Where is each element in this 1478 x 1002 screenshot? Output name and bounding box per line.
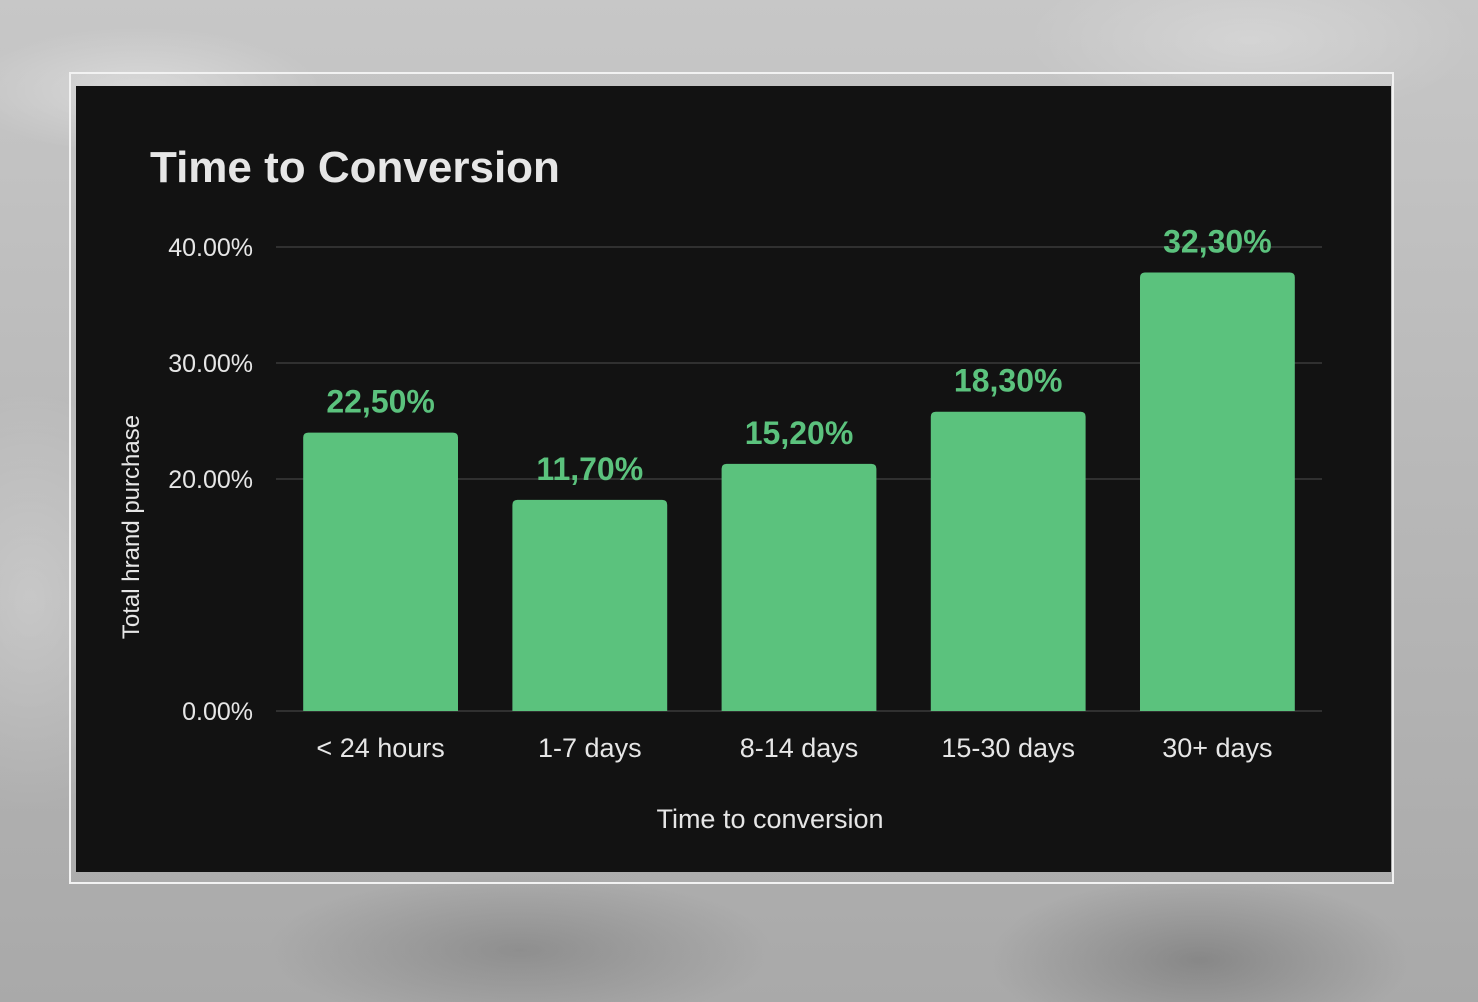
x-tick-label: < 24 hours	[316, 733, 444, 763]
x-tick-label: 8-14 days	[740, 733, 859, 763]
bar	[721, 463, 877, 711]
bar-chart: Time to Conversion 0.00% 20.00% 30.00% 40.0…	[118, 143, 1322, 834]
y-axis-label: Total hrand purchase	[118, 415, 145, 639]
bars	[303, 272, 1295, 711]
bar-value-label: 32,30%	[1163, 224, 1272, 260]
bar-value-label: 18,30%	[954, 363, 1063, 399]
bar	[1139, 272, 1295, 711]
x-axis-label: Time to conversion	[656, 804, 883, 834]
value-labels: 22,50% 11,70% 15,20% 18,30% 32,30%	[326, 224, 1271, 487]
bar-value-label: 11,70%	[536, 451, 643, 487]
y-tick-label: 0.00%	[182, 698, 253, 726]
y-tick-label: 30.00%	[168, 350, 253, 378]
y-tick-label: 20.00%	[168, 466, 253, 494]
bar-value-label: 15,20%	[745, 415, 854, 451]
x-axis-ticks: < 24 hours 1-7 days 8-14 days 15-30 days 30+…	[316, 733, 1272, 763]
white-frame	[69, 72, 1394, 884]
bar	[512, 499, 668, 711]
chart-title: Time to Conversion	[150, 143, 560, 192]
x-tick-label: 30+ days	[1162, 733, 1272, 763]
x-tick-label: 15-30 days	[941, 733, 1075, 763]
x-tick-label: 1-7 days	[538, 733, 642, 763]
y-tick-label: 40.00%	[168, 234, 253, 262]
bar	[303, 432, 459, 711]
bar	[930, 411, 1086, 711]
y-axis-ticks: 0.00% 20.00% 30.00% 40.00%	[168, 234, 253, 726]
chart-card: Time to Conversion 0.00% 20.00% 30.00% 40.0…	[76, 86, 1391, 872]
bar-value-label: 22,50%	[326, 384, 435, 420]
